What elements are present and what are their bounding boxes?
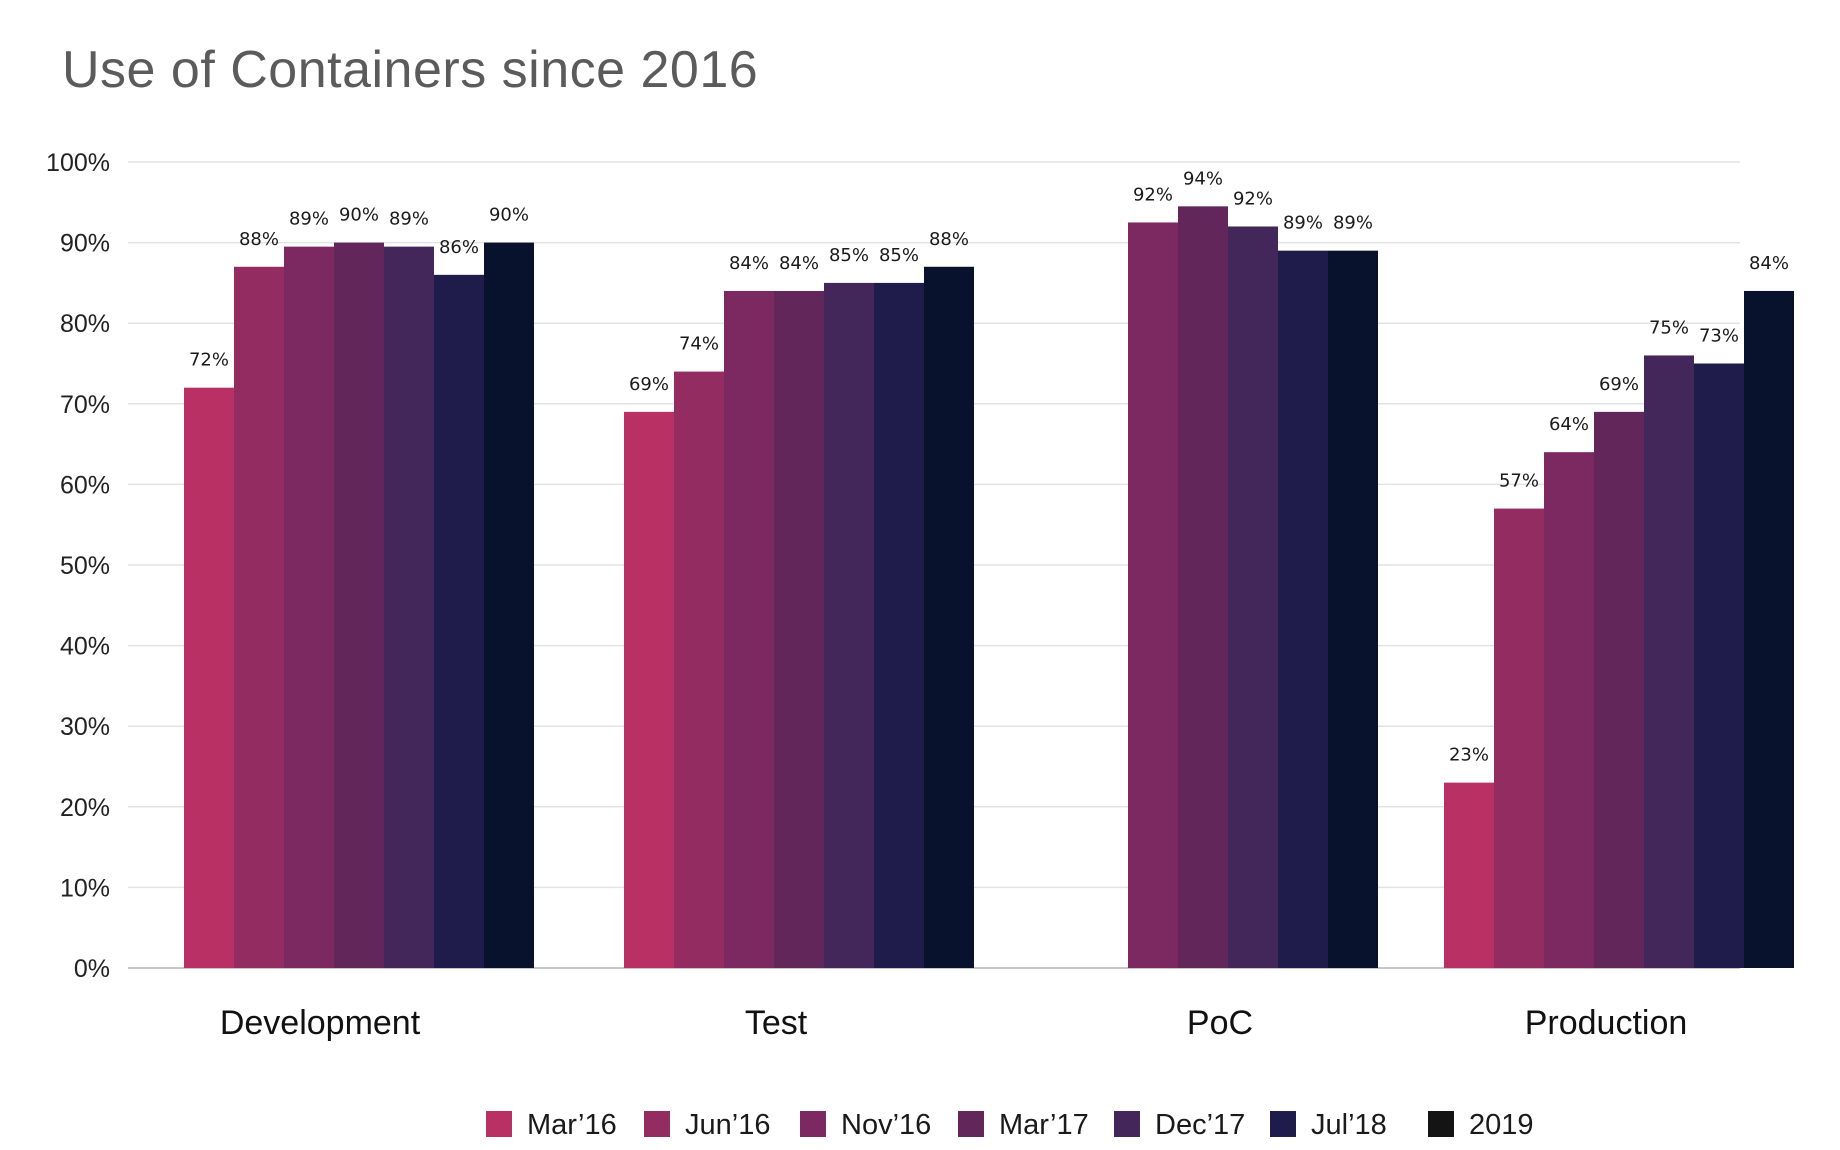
data-label: 69% — [629, 374, 669, 395]
bar — [724, 290, 774, 969]
data-label: 57% — [1499, 471, 1539, 492]
legend-label: Dec’17 — [1155, 1109, 1245, 1141]
y-tick-label: 70% — [60, 391, 110, 419]
category-label: Production — [1525, 1004, 1688, 1042]
bar — [1644, 355, 1694, 968]
y-tick-label: 100% — [46, 149, 110, 177]
bar — [924, 266, 974, 968]
y-tick-label: 50% — [60, 552, 110, 580]
legend-swatch — [644, 1111, 670, 1137]
data-label: 86% — [439, 237, 479, 258]
bar — [484, 242, 534, 969]
bars — [184, 206, 1794, 969]
data-label: 89% — [289, 209, 329, 230]
category-label: PoC — [1187, 1004, 1253, 1042]
data-label: 92% — [1133, 184, 1173, 205]
legend-label: Mar’16 — [527, 1109, 617, 1141]
data-label: 23% — [1449, 745, 1489, 766]
data-label: 73% — [1699, 326, 1739, 347]
legend-swatch — [800, 1111, 826, 1137]
data-label: 84% — [1749, 253, 1789, 274]
legend-label: 2019 — [1469, 1109, 1534, 1141]
bar — [1544, 452, 1594, 968]
data-label: 84% — [729, 253, 769, 274]
y-tick-label: 0% — [74, 955, 110, 983]
data-label: 64% — [1549, 414, 1589, 435]
bar — [874, 282, 924, 968]
category-label: Development — [220, 1004, 421, 1042]
bar — [1128, 222, 1178, 968]
bar — [434, 274, 484, 969]
legend-swatch — [958, 1111, 984, 1137]
data-label: 74% — [679, 334, 719, 355]
legend-label: Mar’17 — [999, 1109, 1089, 1141]
data-label: 88% — [929, 229, 969, 250]
bar — [824, 282, 874, 968]
chart-title: Use of Containers since 2016 — [62, 41, 759, 99]
legend-swatch — [486, 1111, 512, 1137]
y-tick-label: 40% — [60, 633, 110, 661]
bar — [1494, 508, 1544, 968]
legend: Mar’16 Jun’16 Nov’16 Mar’17 Dec’17 Jul’18 2019 — [486, 1109, 1534, 1141]
legend-swatch — [1114, 1111, 1140, 1137]
legend-label: Jul’18 — [1311, 1109, 1387, 1141]
bar — [674, 371, 724, 968]
bar — [184, 387, 234, 968]
bar — [624, 411, 674, 968]
data-label: 85% — [829, 245, 869, 266]
category-label: Test — [745, 1004, 808, 1042]
bar — [1744, 290, 1794, 969]
bar — [1694, 363, 1744, 968]
bar — [384, 246, 434, 968]
y-tick-label: 60% — [60, 471, 110, 499]
data-label: 88% — [239, 229, 279, 250]
legend-label: Nov’16 — [841, 1109, 931, 1141]
y-tick-label: 90% — [60, 230, 110, 258]
bar — [1328, 250, 1378, 968]
data-label: 92% — [1233, 188, 1273, 209]
legend-swatch — [1428, 1111, 1454, 1137]
bar — [284, 246, 334, 968]
data-label: 90% — [489, 205, 529, 226]
x-axis-categories: Development Test PoC Production — [220, 1004, 1687, 1042]
data-label: 85% — [879, 245, 919, 266]
bar — [234, 266, 284, 968]
bar — [774, 290, 824, 969]
data-label: 75% — [1649, 317, 1689, 338]
y-tick-label: 30% — [60, 713, 110, 741]
legend-swatch — [1270, 1111, 1296, 1137]
bar — [1178, 206, 1228, 968]
bar — [1444, 782, 1494, 968]
bar — [1278, 250, 1328, 968]
y-tick-label: 20% — [60, 794, 110, 822]
legend-label: Jun’16 — [685, 1109, 770, 1141]
y-tick-label: 10% — [60, 874, 110, 902]
bar — [334, 242, 384, 969]
data-label: 90% — [339, 205, 379, 226]
bar — [1228, 226, 1278, 969]
y-tick-label: 80% — [60, 310, 110, 338]
bar — [1594, 411, 1644, 968]
data-label: 89% — [1333, 213, 1373, 234]
data-label: 69% — [1599, 374, 1639, 395]
data-label: 89% — [389, 209, 429, 230]
data-labels: 72% 88% 89% 90% 89% 86% 90% 69% 74% 84% 84% 85% 85% 8… — [189, 168, 1789, 765]
y-axis-ticks: 0% 10% 20% 30% 40% 50% 60% 70% 80% 90% 100% — [46, 149, 110, 983]
data-label: 84% — [779, 253, 819, 274]
data-label: 94% — [1183, 168, 1223, 189]
data-label: 89% — [1283, 213, 1323, 234]
data-label: 72% — [189, 350, 229, 371]
